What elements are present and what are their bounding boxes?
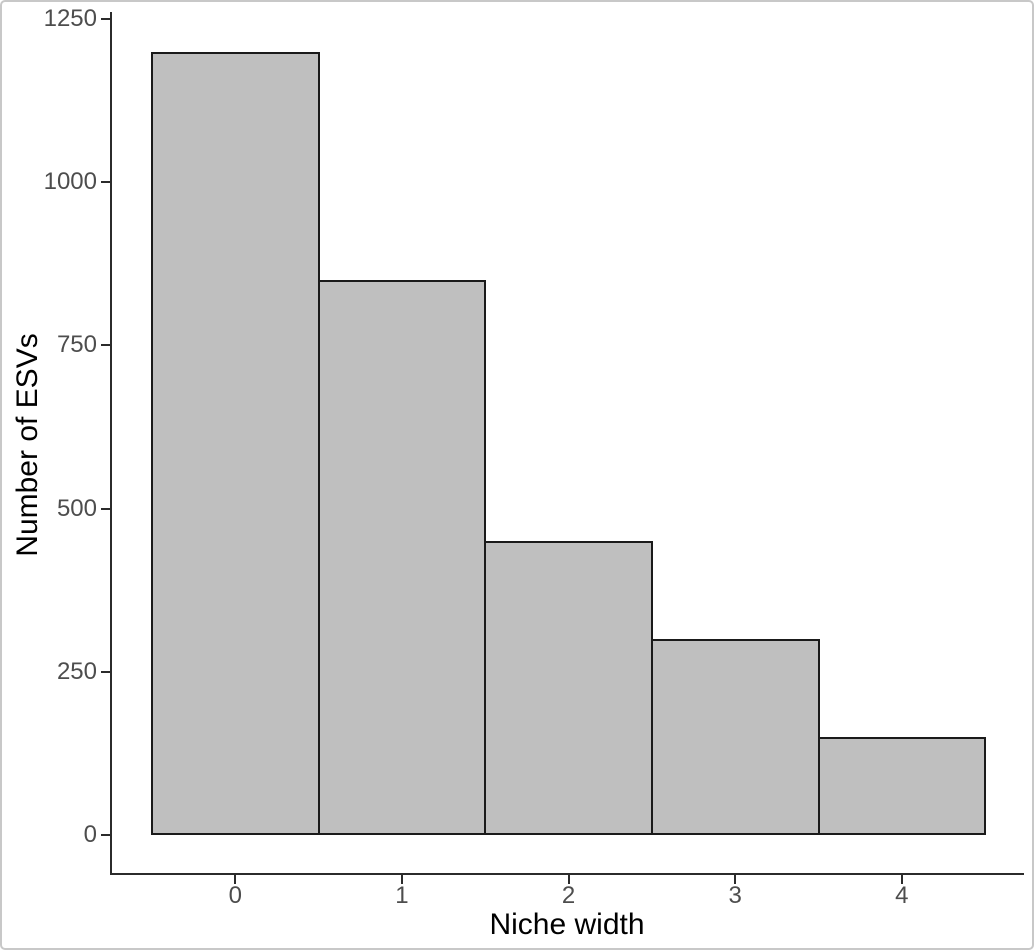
x-tick-label: 2: [561, 882, 576, 909]
histogram-bar: [650, 639, 820, 835]
y-tick-mark: [101, 181, 110, 184]
histogram-bar: [150, 51, 320, 835]
x-tick-label: 4: [895, 882, 909, 909]
y-axis-line: [110, 12, 112, 875]
y-tick-mark: [101, 834, 110, 836]
y-tick-mark: [101, 670, 110, 673]
y-tick-label: 1250: [43, 5, 97, 32]
y-tick-label: 0: [83, 821, 97, 848]
y-tick-mark: [101, 507, 110, 510]
x-tick-label: 0: [228, 882, 242, 909]
histogram-bar: [484, 541, 653, 835]
x-tick-mark: [400, 875, 403, 884]
x-tick-label: 3: [728, 882, 742, 909]
y-tick-label: 500: [56, 494, 97, 522]
x-tick-mark: [734, 875, 737, 884]
histogram-bar: [817, 737, 987, 835]
y-tick-label: 750: [56, 331, 97, 359]
x-tick-label: 1: [395, 882, 409, 909]
histogram-bar: [317, 280, 487, 835]
x-tick-mark: [900, 875, 903, 884]
x-axis-line: [110, 873, 1024, 875]
x-axis-title: Niche width: [489, 908, 645, 941]
y-tick-label: 1000: [43, 168, 97, 196]
y-tick-mark: [101, 18, 110, 20]
x-tick-mark: [234, 875, 237, 884]
y-tick-label: 250: [56, 657, 97, 685]
y-tick-mark: [101, 344, 110, 347]
y-axis-title: Number of ESVs: [11, 333, 44, 557]
x-tick-mark: [567, 875, 570, 884]
